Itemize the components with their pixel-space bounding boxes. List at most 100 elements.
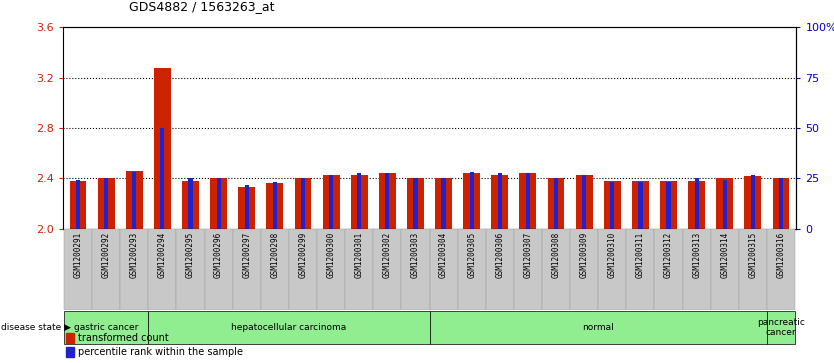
Text: GSM1200302: GSM1200302 (383, 232, 392, 278)
Bar (132, 172, 137, 229)
Bar (722, 180, 727, 229)
Text: GSM1200307: GSM1200307 (524, 232, 532, 278)
Bar (217, 178, 221, 229)
Bar (463, 173, 480, 229)
Bar (66, 333, 74, 343)
Bar (626, 229, 655, 310)
Bar (148, 311, 430, 344)
Bar (294, 178, 311, 229)
Bar (458, 229, 485, 310)
Bar (76, 180, 80, 229)
Text: GSM1200316: GSM1200316 (776, 232, 786, 278)
Text: GSM1200315: GSM1200315 (748, 232, 757, 278)
Bar (120, 229, 148, 310)
Text: GSM1200303: GSM1200303 (411, 232, 420, 278)
Bar (323, 175, 339, 229)
Bar (610, 182, 615, 229)
Bar (148, 229, 177, 310)
Bar (385, 173, 389, 229)
Text: GSM1200297: GSM1200297 (242, 232, 251, 278)
Text: GSM1200309: GSM1200309 (580, 232, 589, 278)
Text: GSM1200300: GSM1200300 (327, 232, 335, 278)
Text: disease state ▶: disease state ▶ (1, 323, 71, 332)
Bar (66, 347, 74, 357)
Text: hepatocellular carcinoma: hepatocellular carcinoma (231, 323, 347, 332)
Bar (688, 181, 705, 229)
Bar (92, 229, 120, 310)
Bar (210, 178, 227, 229)
Text: GSM1200294: GSM1200294 (158, 232, 167, 278)
Text: GSM1200296: GSM1200296 (214, 232, 224, 278)
Bar (554, 178, 558, 229)
Bar (239, 187, 255, 229)
Text: GSM1200313: GSM1200313 (692, 232, 701, 278)
Bar (351, 175, 368, 229)
Bar (430, 229, 458, 310)
Bar (575, 175, 593, 229)
Bar (485, 229, 514, 310)
Bar (374, 229, 401, 310)
Text: GSM1200308: GSM1200308 (551, 232, 560, 278)
Bar (64, 229, 92, 310)
Bar (177, 229, 204, 310)
Bar (767, 311, 795, 344)
Text: GSM1200299: GSM1200299 (299, 232, 308, 278)
Bar (767, 229, 795, 310)
Bar (666, 182, 671, 229)
Bar (154, 68, 171, 229)
Text: transformed count: transformed count (78, 333, 168, 343)
Bar (301, 178, 305, 229)
Text: GSM1200292: GSM1200292 (102, 232, 111, 278)
Text: GSM1200312: GSM1200312 (664, 232, 673, 278)
Text: GSM1200291: GSM1200291 (73, 232, 83, 278)
Bar (682, 229, 711, 310)
Bar (98, 178, 114, 229)
Text: gastric cancer: gastric cancer (74, 323, 138, 332)
Bar (435, 178, 452, 229)
Bar (160, 128, 164, 229)
Bar (525, 173, 530, 229)
Text: GSM1200306: GSM1200306 (495, 232, 505, 278)
Bar (430, 311, 767, 344)
Text: GSM1200295: GSM1200295 (186, 232, 195, 278)
Bar (638, 182, 642, 229)
Bar (407, 178, 424, 229)
Bar (772, 178, 790, 229)
Bar (751, 175, 755, 229)
Bar (604, 181, 620, 229)
Text: GSM1200301: GSM1200301 (354, 232, 364, 278)
Text: normal: normal (582, 323, 614, 332)
Bar (470, 172, 474, 229)
Bar (716, 178, 733, 229)
Text: GDS4882 / 1563263_at: GDS4882 / 1563263_at (129, 0, 274, 13)
Bar (548, 178, 565, 229)
Bar (441, 178, 445, 229)
Text: GSM1200305: GSM1200305 (467, 232, 476, 278)
Text: GSM1200310: GSM1200310 (608, 232, 617, 278)
Bar (329, 175, 334, 229)
Bar (632, 181, 649, 229)
Text: GSM1200304: GSM1200304 (439, 232, 448, 278)
Bar (582, 175, 586, 229)
Bar (317, 229, 345, 310)
Bar (745, 176, 761, 229)
Bar (660, 181, 677, 229)
Bar (233, 229, 261, 310)
Bar (345, 229, 374, 310)
Bar (379, 173, 396, 229)
Bar (266, 183, 284, 229)
Text: GSM1200298: GSM1200298 (270, 232, 279, 278)
Text: GSM1200314: GSM1200314 (721, 232, 729, 278)
Bar (401, 229, 430, 310)
Bar (542, 229, 570, 310)
Bar (491, 175, 508, 229)
Bar (244, 185, 249, 229)
Bar (570, 229, 598, 310)
Bar (261, 229, 289, 310)
Bar (739, 229, 767, 310)
Bar (204, 229, 233, 310)
Bar (414, 178, 418, 229)
Bar (514, 229, 542, 310)
Bar (779, 178, 783, 229)
Text: pancreatic
cancer: pancreatic cancer (757, 318, 805, 337)
